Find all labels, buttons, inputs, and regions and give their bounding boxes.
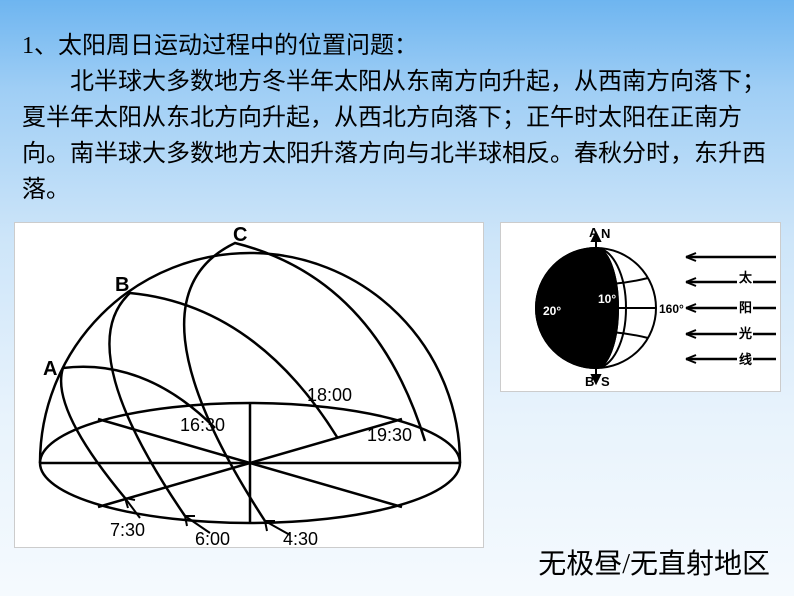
point-a-label: A [43, 358, 57, 380]
globe-n-label: N [601, 226, 610, 241]
ray-char-3: 光 [738, 326, 752, 341]
globe-s-label: S [601, 374, 610, 389]
ray-char-1: 太 [738, 270, 753, 285]
time-1800: 18:00 [307, 385, 352, 405]
hemisphere-diagram: A B C 16:30 18:00 19:30 7:30 6:00 4:30 [14, 222, 484, 548]
globe-10deg: 10° [598, 292, 616, 306]
point-b-label: B [115, 274, 129, 296]
globe-diagram: N A B S 10° 20° 160° 太 阳 光 线 [500, 222, 781, 392]
globe-20deg: 20° [543, 304, 561, 318]
time-730: 7:30 [110, 520, 145, 540]
ray-char-2: 阳 [739, 300, 752, 315]
globe-b-label: B [585, 374, 594, 389]
globe-a-label: A [589, 225, 599, 240]
time-1630: 16:30 [180, 415, 225, 435]
time-430: 4:30 [283, 529, 318, 549]
heading-text: 1、太阳周日运动过程中的位置问题： [22, 28, 772, 64]
paragraph-text: 北半球大多数地方冬半年太阳从东南方向升起，从西南方向落下；夏半年太阳从东北方向升… [22, 64, 772, 208]
caption-text: 无极昼/无直射地区 [538, 542, 770, 582]
time-1930: 19:30 [367, 425, 412, 445]
time-600: 6:00 [195, 529, 230, 549]
globe-160deg: 160° [659, 302, 684, 316]
ray-char-4: 线 [739, 352, 752, 367]
point-c-label: C [233, 224, 247, 246]
